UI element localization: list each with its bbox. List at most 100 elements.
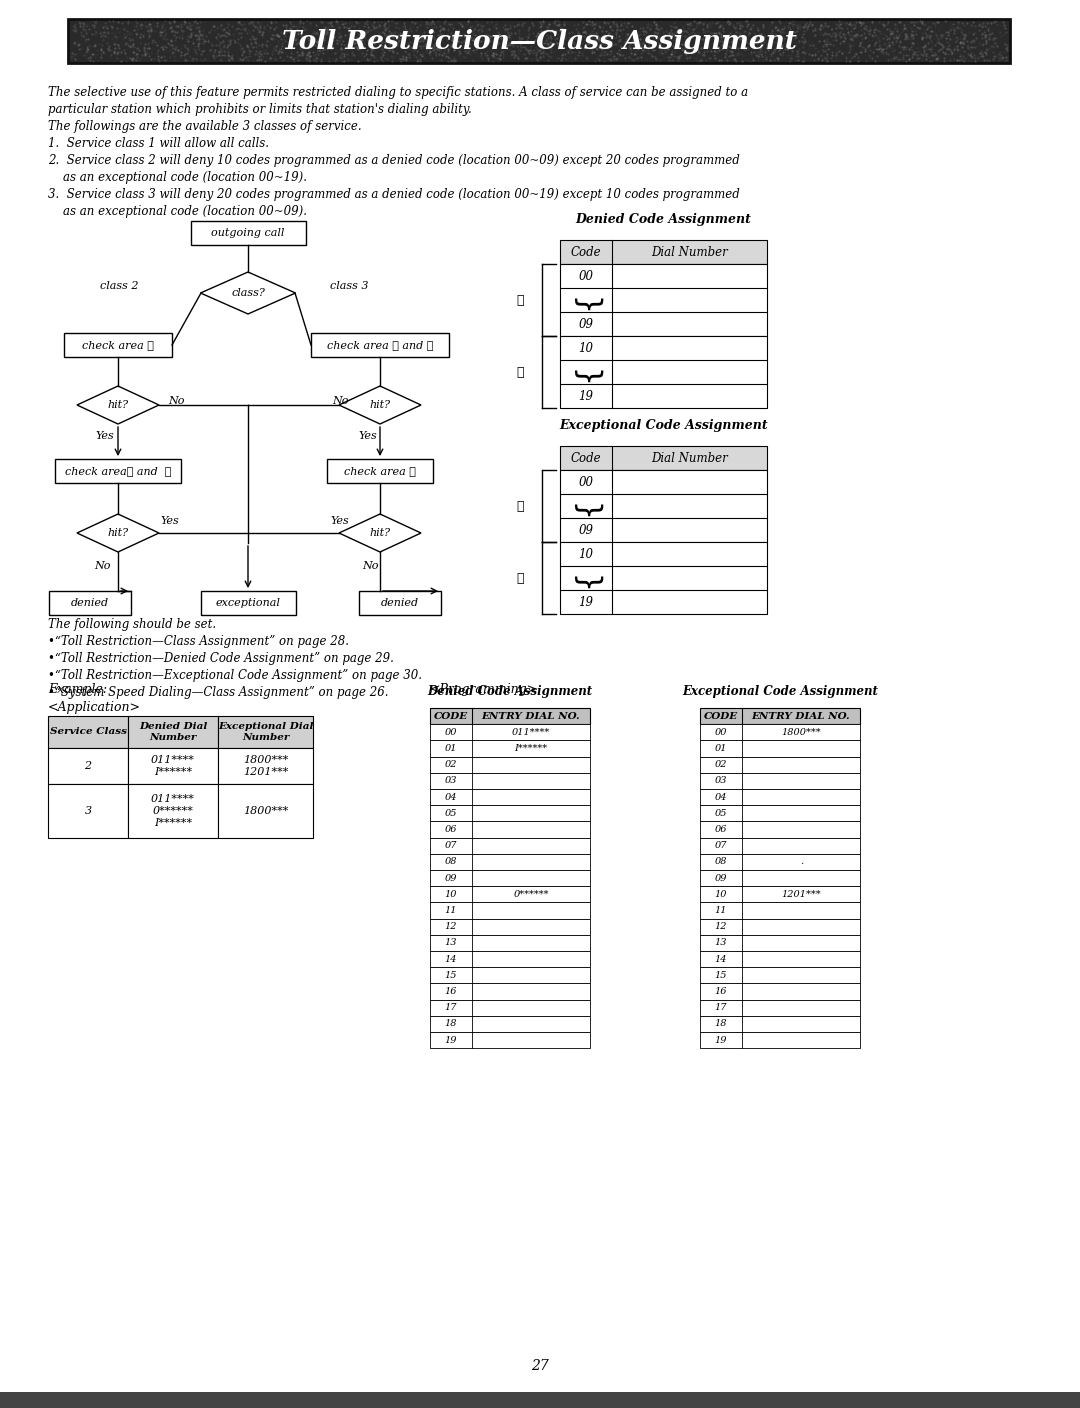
FancyBboxPatch shape <box>561 265 767 289</box>
Text: •“System Speed Dialing—Class Assignment” on page 26.: •“System Speed Dialing—Class Assignment”… <box>48 686 389 698</box>
Text: Yes: Yes <box>95 431 113 441</box>
Text: 14: 14 <box>715 955 727 963</box>
Text: {: { <box>571 290 600 310</box>
Text: Exceptional Dial
Number: Exceptional Dial Number <box>218 722 313 742</box>
Text: Ⓑ: Ⓑ <box>516 366 524 379</box>
Text: 011****
I******: 011**** I****** <box>151 755 194 777</box>
Text: 09: 09 <box>715 873 727 883</box>
Text: Toll Restriction—Class Assignment: Toll Restriction—Class Assignment <box>282 28 796 54</box>
Text: 2.  Service class 2 will deny 10 codes programmed as a denied code (location 00~: 2. Service class 2 will deny 10 codes pr… <box>48 153 740 168</box>
Text: 02: 02 <box>445 760 457 769</box>
FancyBboxPatch shape <box>430 853 590 870</box>
Text: class 3: class 3 <box>330 282 368 291</box>
Text: Denied Code Assignment: Denied Code Assignment <box>428 686 593 698</box>
Text: as an exceptional code (location 00~19).: as an exceptional code (location 00~19). <box>48 170 307 184</box>
Text: Denied Code Assignment: Denied Code Assignment <box>576 214 752 227</box>
Text: 1201***: 1201*** <box>781 890 821 898</box>
FancyBboxPatch shape <box>430 870 590 886</box>
FancyBboxPatch shape <box>700 918 860 935</box>
Text: check area Ⓒ: check area Ⓒ <box>345 466 416 476</box>
Text: 18: 18 <box>715 1019 727 1028</box>
Text: 17: 17 <box>715 1004 727 1012</box>
Polygon shape <box>77 386 159 424</box>
FancyBboxPatch shape <box>430 967 590 983</box>
FancyBboxPatch shape <box>129 717 218 748</box>
Text: •“Toll Restriction—Class Assignment” on page 28.: •“Toll Restriction—Class Assignment” on … <box>48 635 349 648</box>
FancyBboxPatch shape <box>359 591 441 615</box>
Text: 08: 08 <box>715 857 727 866</box>
FancyBboxPatch shape <box>430 724 590 741</box>
Polygon shape <box>201 272 296 314</box>
Text: 03: 03 <box>715 776 727 786</box>
Text: Example:: Example: <box>48 683 107 696</box>
Text: <Application>: <Application> <box>48 701 141 714</box>
FancyBboxPatch shape <box>430 708 590 724</box>
Text: Exceptional Code Assignment: Exceptional Code Assignment <box>559 420 768 432</box>
FancyBboxPatch shape <box>430 805 590 821</box>
Text: 11: 11 <box>445 905 457 915</box>
Text: 12: 12 <box>445 922 457 931</box>
FancyBboxPatch shape <box>430 821 590 838</box>
Text: The followings are the available 3 classes of service.: The followings are the available 3 class… <box>48 120 362 132</box>
Text: {: { <box>571 362 600 382</box>
FancyBboxPatch shape <box>561 518 767 542</box>
Text: CODE: CODE <box>434 711 468 721</box>
FancyBboxPatch shape <box>218 784 313 838</box>
Text: 09: 09 <box>579 317 594 331</box>
FancyBboxPatch shape <box>430 950 590 967</box>
Text: Yes: Yes <box>357 431 377 441</box>
FancyBboxPatch shape <box>561 337 767 360</box>
Text: 10: 10 <box>579 342 594 355</box>
Text: 17: 17 <box>445 1004 457 1012</box>
Text: I******: I****** <box>514 743 548 753</box>
FancyBboxPatch shape <box>700 805 860 821</box>
FancyBboxPatch shape <box>700 788 860 805</box>
Text: 3: 3 <box>84 805 92 817</box>
FancyBboxPatch shape <box>64 334 172 358</box>
FancyBboxPatch shape <box>700 935 860 950</box>
FancyBboxPatch shape <box>700 870 860 886</box>
Polygon shape <box>77 514 159 552</box>
Text: check areaⒸ and  Ⓓ: check areaⒸ and Ⓓ <box>65 466 172 476</box>
Text: 00: 00 <box>715 728 727 736</box>
FancyBboxPatch shape <box>430 903 590 918</box>
FancyBboxPatch shape <box>700 967 860 983</box>
Text: 18: 18 <box>445 1019 457 1028</box>
Text: 19: 19 <box>445 1036 457 1045</box>
Text: 14: 14 <box>445 955 457 963</box>
Text: 03: 03 <box>445 776 457 786</box>
Text: ENTRY DIAL NO.: ENTRY DIAL NO. <box>482 711 580 721</box>
FancyBboxPatch shape <box>700 724 860 741</box>
Text: <Programming>: <Programming> <box>430 683 538 696</box>
Text: Yes: Yes <box>330 515 349 527</box>
Text: 16: 16 <box>445 987 457 995</box>
Text: Dial Number: Dial Number <box>651 245 728 259</box>
FancyBboxPatch shape <box>700 741 860 756</box>
Text: Dial Number: Dial Number <box>651 452 728 465</box>
Text: {: { <box>571 496 600 515</box>
Text: 12: 12 <box>715 922 727 931</box>
FancyBboxPatch shape <box>700 773 860 788</box>
FancyBboxPatch shape <box>430 773 590 788</box>
Text: 10: 10 <box>715 890 727 898</box>
Text: class 2: class 2 <box>100 282 138 291</box>
Text: exceptional: exceptional <box>216 598 281 608</box>
Text: No: No <box>332 396 349 406</box>
Text: 011****
0******
I******: 011**** 0****** I****** <box>151 794 194 828</box>
Text: 06: 06 <box>445 825 457 834</box>
Text: hit?: hit? <box>369 528 391 538</box>
Text: 07: 07 <box>715 841 727 850</box>
FancyBboxPatch shape <box>48 717 129 748</box>
Text: 1800***: 1800*** <box>243 805 288 817</box>
Text: •“Toll Restriction—Denied Code Assignment” on page 29.: •“Toll Restriction—Denied Code Assignmen… <box>48 652 394 665</box>
FancyBboxPatch shape <box>48 748 129 784</box>
Text: 0******: 0****** <box>513 890 549 898</box>
FancyBboxPatch shape <box>561 542 767 566</box>
Text: denied: denied <box>381 598 419 608</box>
Text: 02: 02 <box>715 760 727 769</box>
Text: 04: 04 <box>715 793 727 801</box>
Text: Ⓒ: Ⓒ <box>516 500 524 513</box>
FancyBboxPatch shape <box>430 983 590 1000</box>
FancyBboxPatch shape <box>430 1000 590 1015</box>
Text: hit?: hit? <box>107 400 129 410</box>
